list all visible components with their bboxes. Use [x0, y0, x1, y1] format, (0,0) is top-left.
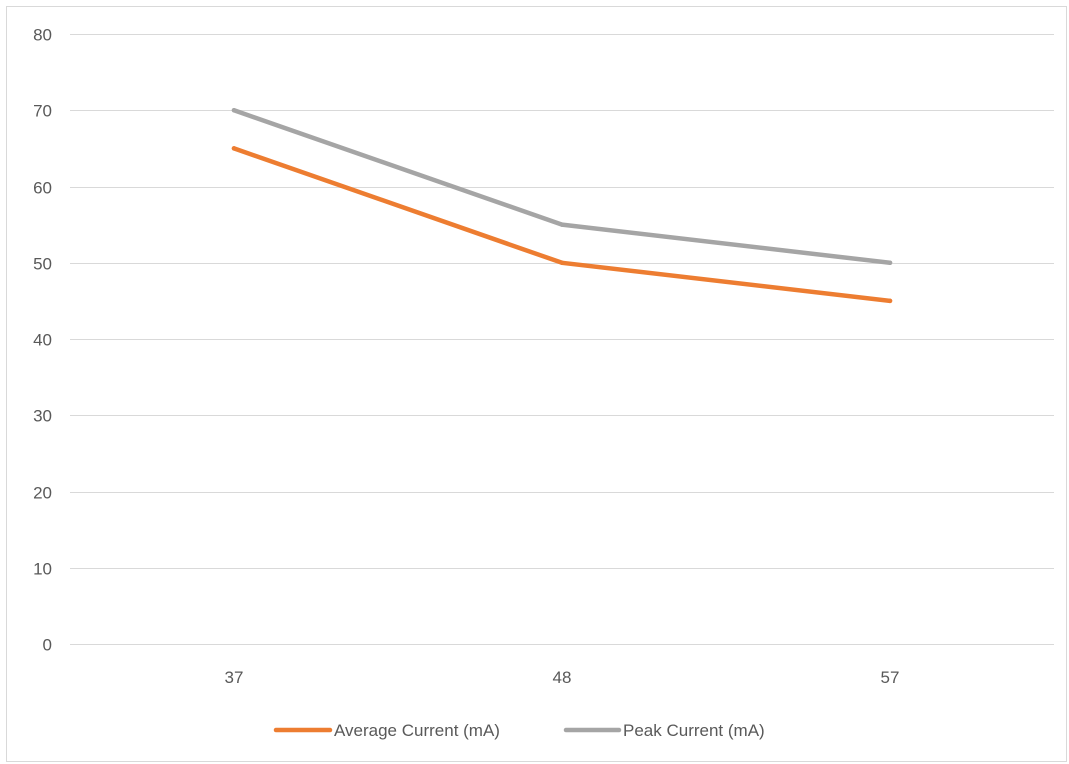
- y-tick-label: 10: [33, 560, 52, 579]
- series-lines: [231, 108, 893, 304]
- legend: Average Current (mA) Peak Current (mA): [273, 721, 765, 740]
- x-tick-label: 48: [553, 668, 572, 687]
- y-tick-label: 70: [33, 102, 52, 121]
- y-tick-label: 40: [33, 331, 52, 350]
- y-tick-label: 60: [33, 179, 52, 198]
- chart-frame: [6, 6, 1067, 762]
- y-tick-label: 80: [33, 26, 52, 45]
- series-line-peak-current: [231, 108, 893, 266]
- legend-label: Average Current (mA): [334, 721, 500, 740]
- y-axis-tick-labels: 0 10 20 30 40 50 60 70 80: [33, 26, 52, 655]
- data-point: [231, 108, 237, 113]
- legend-label: Peak Current (mA): [623, 721, 765, 740]
- x-axis-tick-labels: 37 48 57: [225, 668, 900, 687]
- y-tick-label: 50: [33, 255, 52, 274]
- x-tick-label: 57: [881, 668, 900, 687]
- x-tick-label: 37: [225, 668, 244, 687]
- data-point: [231, 146, 237, 151]
- data-point: [559, 222, 565, 227]
- y-tick-label: 0: [43, 636, 52, 655]
- y-tick-label: 20: [33, 484, 52, 503]
- data-point: [887, 260, 893, 265]
- y-tick-label: 30: [33, 407, 52, 426]
- data-point: [887, 298, 893, 304]
- data-point: [559, 260, 565, 265]
- gridlines: [70, 34, 1054, 645]
